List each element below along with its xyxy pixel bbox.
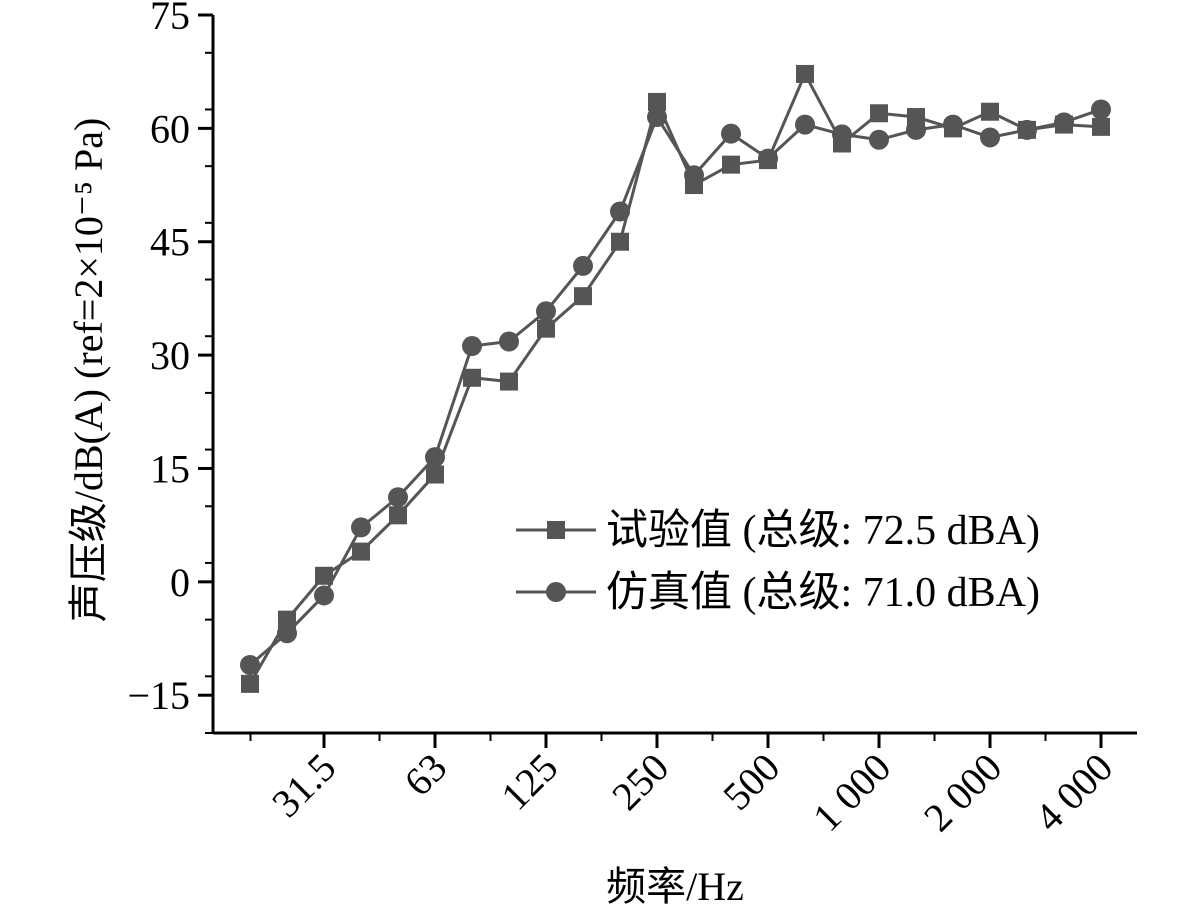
y-tick-label: 0 [170, 560, 190, 605]
x-ticks: 31.5 63 125 250 500 1 000 2 000 4 000 [249, 733, 1121, 840]
data-point-circle [980, 127, 1000, 148]
y-tick-label: 45 [150, 220, 190, 265]
data-point-square [389, 506, 407, 525]
data-point-square [574, 287, 592, 306]
x-tick-label: 31.5 [263, 745, 344, 826]
data-point-circle [536, 301, 556, 322]
data-point-circle [906, 119, 926, 140]
data-point-square [611, 232, 629, 251]
data-point-square [352, 542, 370, 561]
data-point-square [500, 372, 518, 391]
data-point-circle [499, 331, 519, 352]
data-point-square [648, 92, 666, 111]
x-tick-label: 250 [603, 745, 677, 819]
x-tick-label: 500 [714, 745, 788, 819]
y-tick-label: 60 [150, 106, 190, 151]
legend-marker-square [547, 521, 565, 539]
data-point-circle [795, 114, 815, 135]
data-point-circle [943, 114, 963, 135]
y-tick-label: 15 [150, 446, 190, 491]
data-point-circle [573, 255, 593, 276]
data-point-square [426, 465, 444, 484]
x-tick-label: 63 [395, 745, 455, 805]
data-point-circle [388, 487, 408, 508]
x-tick-label: 1 000 [804, 745, 899, 840]
x-tick-label: 125 [492, 745, 566, 819]
data-point-circle [832, 124, 852, 145]
data-point-circle [277, 623, 297, 644]
axes [211, 15, 1137, 735]
data-point-circle [869, 129, 889, 150]
y-tick-label: 30 [150, 333, 190, 378]
legend-item: 仿真值 (总级: 71.0 dBA) [516, 570, 1040, 616]
data-point-circle [1017, 119, 1037, 140]
y-axis-title: 声压级/dB(A) (ref=2×10⁻⁵ Pa) [66, 118, 111, 623]
legend-item: 试验值 (总级: 72.5 dBA) [516, 507, 1040, 554]
y-tick-label: 75 [150, 0, 190, 38]
data-point-circle [1054, 112, 1074, 133]
data-point-square [722, 155, 740, 174]
data-point-square [981, 102, 999, 121]
x-axis-title: 频率/Hz [606, 864, 744, 908]
legend-label: 仿真值 (总级: 71.0 dBA) [606, 570, 1040, 616]
y-ticks: −15 0 15 30 45 60 75 [127, 0, 213, 734]
data-point-circle [462, 336, 482, 357]
data-point-square [463, 368, 481, 387]
legend-marker-circle [546, 582, 566, 602]
data-point-square [537, 319, 555, 338]
legend-label: 试验值 (总级: 72.5 dBA) [606, 507, 1040, 554]
x-tick-label: 4 000 [1026, 745, 1121, 840]
data-point-circle [351, 517, 371, 538]
data-point-circle [684, 165, 704, 186]
data-point-circle [610, 201, 630, 222]
data-point-circle [721, 123, 741, 144]
data-point-circle [240, 654, 260, 675]
series-layer [240, 64, 1111, 693]
data-point-circle [758, 148, 778, 169]
data-point-square [278, 610, 296, 629]
data-point-square [241, 674, 259, 693]
data-point-square [315, 566, 333, 585]
data-point-square [796, 64, 814, 83]
x-tick-label: 2 000 [915, 745, 1010, 840]
data-point-circle [314, 585, 334, 606]
y-tick-label: −15 [127, 673, 190, 718]
series-2 [240, 99, 1111, 675]
data-point-circle [425, 447, 445, 468]
data-point-circle [1091, 99, 1111, 120]
data-point-circle [647, 107, 667, 128]
data-point-square [1092, 117, 1110, 136]
legend: 试验值 (总级: 72.5 dBA) 仿真值 (总级: 71.0 dBA) [516, 507, 1040, 616]
data-point-square [870, 104, 888, 123]
